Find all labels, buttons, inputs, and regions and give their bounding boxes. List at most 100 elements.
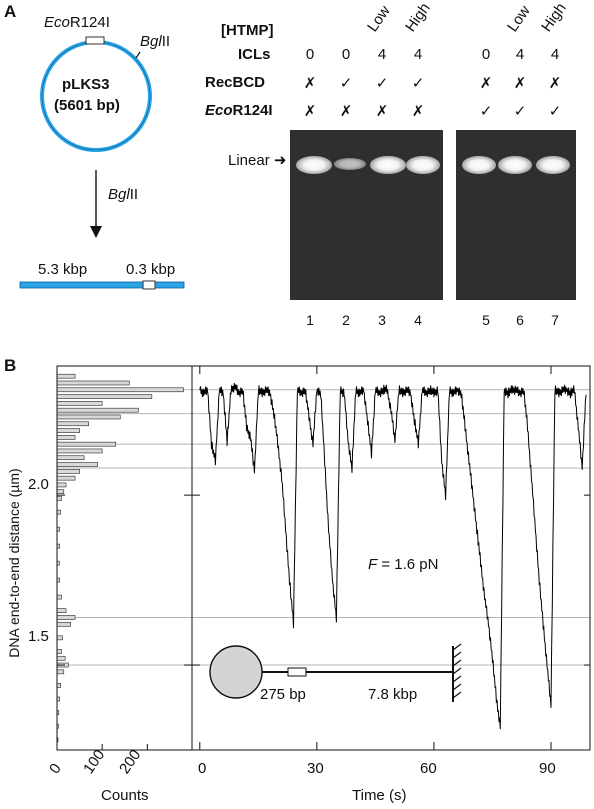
y-tick-2-0: 2.0 — [28, 476, 49, 493]
diagram-label-275bp: 275 bp — [260, 686, 306, 703]
histogram-bar — [56, 509, 61, 515]
row-label-icls: ICLs — [238, 46, 271, 63]
histogram-bar — [56, 435, 76, 440]
lane1-eco: ✗ — [303, 103, 317, 120]
histogram-bar — [56, 414, 121, 420]
lane7-htmp: High — [538, 0, 570, 36]
histogram-bar — [56, 387, 184, 393]
histogram-bar — [56, 594, 62, 600]
histogram-bar — [56, 683, 61, 688]
lane6-eco: ✓ — [513, 103, 527, 120]
arrow-right-icon: ➜ — [273, 152, 287, 169]
lane1-icls: 0 — [305, 46, 315, 63]
lane6-icls: 4 — [515, 46, 525, 63]
time-xtick-30: 30 — [307, 760, 324, 777]
lane-number-6: 6 — [516, 312, 524, 328]
histogram-bar — [56, 441, 117, 447]
lane7-eco: ✓ — [548, 103, 562, 120]
histogram-bar — [56, 669, 65, 675]
histogram-bar — [56, 608, 67, 613]
gel-band-lane4 — [406, 156, 440, 174]
distance-trace — [199, 382, 587, 730]
lane6-htmp: Low — [504, 2, 534, 35]
y-axis-label: DNA end-to-end distance (µm) — [6, 468, 22, 658]
histogram-bar — [56, 482, 67, 488]
lane-number-2: 2 — [342, 312, 350, 328]
gel-band-lane5 — [462, 156, 496, 174]
panel-b-chart — [56, 365, 591, 751]
row-label-htmp: [HTMP] — [221, 22, 274, 39]
lane5-eco: ✓ — [479, 103, 493, 120]
lane4-recbcd: ✓ — [411, 75, 425, 92]
lane3-htmp: Low — [364, 2, 394, 35]
histogram-bar — [56, 469, 80, 474]
histogram-bar — [56, 407, 139, 413]
histogram-bar — [56, 448, 103, 454]
lane4-icls: 4 — [413, 46, 423, 63]
y-tick-1-5: 1.5 — [28, 628, 49, 645]
lane6-recbcd: ✗ — [513, 75, 527, 92]
hist-xlabel: Counts — [101, 787, 149, 804]
time-xtick-90: 90 — [539, 760, 556, 777]
lane3-recbcd: ✓ — [375, 75, 389, 92]
plasmid-name: pLKS3 — [62, 76, 110, 93]
lane-number-4: 4 — [414, 312, 422, 328]
histogram-bar — [56, 455, 85, 461]
histogram-bar — [56, 401, 103, 406]
lane-number-7: 7 — [551, 312, 559, 328]
lane1-recbcd: ✗ — [303, 75, 317, 92]
histogram-bar — [56, 421, 89, 427]
lane-number-5: 5 — [482, 312, 490, 328]
histogram-bar — [56, 655, 66, 661]
linear-fragment-left: 5.3 kbp — [38, 261, 88, 278]
lane4-eco: ✗ — [411, 103, 425, 120]
histogram-bar — [56, 380, 130, 386]
gel-band-lane1 — [296, 156, 332, 174]
linear-fragment-right: 0.3 kbp — [126, 261, 176, 278]
digest-enzyme-label: BglII — [108, 186, 139, 203]
lane5-recbcd: ✗ — [479, 75, 493, 92]
histogram-bar — [56, 621, 71, 627]
row-label-ecor124i: EcoR124I — [205, 102, 273, 119]
plasmid-site-ecor124i: EcoR124I — [44, 14, 110, 31]
histogram-bar — [56, 635, 63, 641]
histogram-bar — [56, 428, 80, 433]
diagram-label-7-8kbp: 7.8 kbp — [368, 686, 418, 703]
lane2-eco: ✗ — [339, 103, 353, 120]
row-label-recbcd: RecBCD — [205, 74, 266, 91]
histogram-bar — [56, 462, 98, 467]
plasmid-map — [19, 36, 185, 290]
gel-marker-linear: Linear ➜ — [228, 152, 287, 169]
time-xlabel: Time (s) — [352, 787, 407, 804]
histogram-bar — [56, 649, 62, 654]
lane5-icls: 0 — [481, 46, 491, 63]
lane7-recbcd: ✗ — [548, 75, 562, 92]
gel-band-lane2 — [334, 158, 366, 170]
time-xtick-60: 60 — [420, 760, 437, 777]
gel-band-lane7 — [536, 156, 570, 174]
lane7-icls: 4 — [550, 46, 560, 63]
gel-right — [456, 130, 576, 300]
lane2-recbcd: ✓ — [339, 75, 353, 92]
lane3-icls: 4 — [377, 46, 387, 63]
plasmid-site-bglii: BglII — [140, 33, 171, 50]
histogram-bar — [56, 615, 76, 620]
force-annotation: F = 1.6 pN — [368, 556, 439, 573]
histogram-bar — [56, 489, 65, 495]
panel-a-letter: A — [4, 2, 17, 21]
histogram-bar — [56, 373, 76, 379]
histogram-bar — [56, 475, 76, 481]
lane-number-1: 1 — [306, 312, 314, 328]
panel-b-letter: B — [4, 356, 17, 375]
plasmid-size: (5601 bp) — [54, 97, 120, 114]
histogram-bar — [56, 496, 62, 501]
lane-number-3: 3 — [378, 312, 386, 328]
histogram-bar — [56, 394, 153, 399]
lane2-icls: 0 — [341, 46, 351, 63]
gel-band-lane3 — [370, 156, 406, 174]
tether-diagram — [209, 643, 462, 702]
lane4-htmp: High — [402, 0, 434, 36]
lane3-eco: ✗ — [375, 103, 389, 120]
gel-left — [290, 130, 443, 300]
time-xtick-0: 0 — [198, 760, 207, 777]
